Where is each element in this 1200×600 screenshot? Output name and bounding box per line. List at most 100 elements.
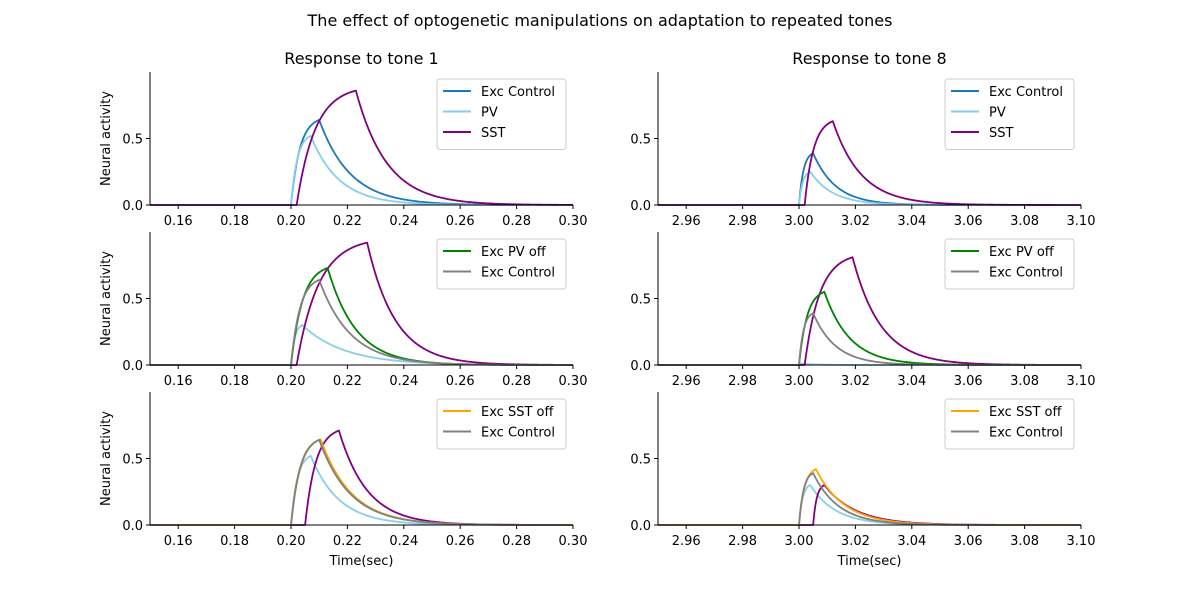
legend: Exc Control PV SST: [436, 78, 567, 150]
x-tick-label: 3.08: [1010, 374, 1039, 389]
legend-label: Exc PV off: [989, 245, 1055, 260]
x-tick-label: 0.28: [502, 214, 531, 229]
x-tick-label: 0.30: [559, 374, 588, 389]
legend: Exc PV off Exc Control: [436, 238, 567, 290]
y-tick-label: 0.0: [122, 519, 143, 534]
legend: Exc SST off Exc Control: [436, 398, 567, 450]
subplot-r1-c0: 0.16 0.18 0.20 0.22 0.24 0.26 0.28 0.30 0.0 0.5 Ne…: [99, 232, 587, 389]
x-tick-label: 3.00: [785, 214, 814, 229]
y-axis-label: Neural activity: [99, 91, 114, 186]
y-tick-label: 0.5: [122, 453, 143, 468]
series-line-exc-pv-off: [658, 290, 1081, 366]
x-tick-label: 0.26: [446, 374, 475, 389]
x-tick-label: 0.18: [220, 214, 249, 229]
y-tick-label: 0.0: [630, 519, 651, 534]
x-tick-label: 0.16: [164, 374, 193, 389]
legend-label: SST: [989, 126, 1014, 141]
subplot-r2-c0: 0.16 0.18 0.20 0.22 0.24 0.26 0.28 0.30 0.0 0.5 Ne…: [99, 392, 587, 569]
x-tick-label: 3.10: [1067, 534, 1096, 549]
legend-label: Exc Control: [481, 426, 555, 441]
x-tick-label: 2.96: [672, 214, 701, 229]
subplot-r2-c1: 2.96 2.98 3.00 3.02 3.04 3.06 3.08 3.10 0.0 0.5 Ti…: [630, 392, 1095, 569]
subplot-r0-c0: 0.16 0.18 0.20 0.22 0.24 0.26 0.28 0.30 0.0 0.5 Re…: [99, 49, 587, 229]
x-tick-label: 0.20: [277, 214, 306, 229]
y-tick-label: 0.0: [630, 199, 651, 214]
x-tick-label: 3.08: [1010, 214, 1039, 229]
x-tick-label: 3.02: [841, 374, 870, 389]
legend: Exc Control PV SST: [944, 78, 1075, 150]
legend-label: SST: [481, 126, 506, 141]
legend-label: Exc Control: [481, 85, 555, 100]
subplot-r0-c1: 2.96 2.98 3.00 3.02 3.04 3.06 3.08 3.10 0.0 0.5 Re…: [630, 49, 1095, 229]
x-tick-label: 0.20: [277, 534, 306, 549]
y-tick-label: 0.0: [122, 199, 143, 214]
x-tick-label: 0.18: [220, 534, 249, 549]
y-tick-label: 0.5: [630, 133, 651, 148]
x-tick-label: 0.22: [333, 214, 362, 229]
x-tick-label: 3.06: [954, 534, 983, 549]
x-tick-label: 3.10: [1067, 214, 1096, 229]
x-tick-label: 2.96: [672, 374, 701, 389]
y-tick-label: 0.0: [630, 359, 651, 374]
x-tick-label: 0.22: [333, 534, 362, 549]
legend-label: Exc SST off: [481, 405, 554, 420]
subplot-title: Response to tone 1: [284, 49, 438, 68]
x-tick-label: 0.24: [389, 374, 418, 389]
y-tick-label: 0.0: [122, 359, 143, 374]
legend: Exc SST off Exc Control: [944, 398, 1075, 450]
y-tick-label: 0.5: [122, 133, 143, 148]
x-tick-label: 0.30: [559, 534, 588, 549]
series-line-exc-sst-off: [658, 468, 1081, 526]
legend-label: Exc Control: [989, 426, 1063, 441]
x-tick-label: 2.98: [728, 534, 757, 549]
x-tick-label: 3.04: [897, 374, 926, 389]
x-tick-label: 3.00: [785, 534, 814, 549]
x-tick-label: 3.04: [897, 534, 926, 549]
x-tick-label: 0.26: [446, 214, 475, 229]
x-tick-label: 3.06: [954, 214, 983, 229]
x-tick-label: 0.28: [502, 534, 531, 549]
x-tick-label: 0.16: [164, 214, 193, 229]
x-tick-label: 0.30: [559, 214, 588, 229]
x-tick-label: 3.10: [1067, 374, 1096, 389]
x-tick-label: 0.18: [220, 374, 249, 389]
legend-label: PV: [989, 106, 1006, 121]
legend-label: Exc SST off: [989, 405, 1062, 420]
x-tick-label: 2.98: [728, 374, 757, 389]
x-tick-label: 0.26: [446, 534, 475, 549]
legend-label: PV: [481, 106, 498, 121]
x-tick-label: 0.24: [389, 534, 418, 549]
figure-title: The effect of optogenetic manipulations …: [307, 11, 893, 30]
x-tick-label: 0.22: [333, 374, 362, 389]
legend-label: Exc Control: [481, 266, 555, 281]
subplot-title: Response to tone 8: [792, 49, 946, 68]
x-tick-label: 3.08: [1010, 534, 1039, 549]
series-line-exc-control: [150, 278, 573, 366]
y-axis-label: Neural activity: [99, 411, 114, 506]
y-tick-label: 0.5: [630, 453, 651, 468]
subplot-r1-c1: 2.96 2.98 3.00 3.02 3.04 3.06 3.08 3.10 0.0 0.5 Ex…: [630, 232, 1095, 389]
y-tick-label: 0.5: [122, 293, 143, 308]
legend-label: Exc PV off: [481, 245, 547, 260]
x-tick-label: 3.02: [841, 534, 870, 549]
x-tick-label: 3.00: [785, 374, 814, 389]
legend-label: Exc Control: [989, 266, 1063, 281]
x-tick-label: 0.16: [164, 534, 193, 549]
x-axis-label: Time(sec): [329, 554, 394, 569]
x-tick-label: 2.98: [728, 214, 757, 229]
y-axis-label: Neural activity: [99, 251, 114, 346]
legend-label: Exc Control: [989, 85, 1063, 100]
y-tick-label: 0.5: [630, 293, 651, 308]
series-line-exc-control: [658, 152, 1081, 206]
series-line-pv: [150, 324, 573, 366]
x-tick-label: 3.06: [954, 374, 983, 389]
x-tick-label: 3.04: [897, 214, 926, 229]
series-line-exc-control: [658, 312, 1081, 366]
x-tick-label: 3.02: [841, 214, 870, 229]
series-line-pv: [150, 454, 573, 526]
x-tick-label: 0.20: [277, 374, 306, 389]
x-tick-label: 0.24: [389, 214, 418, 229]
subplot-grid: 0.16 0.18 0.20 0.22 0.24 0.26 0.28 0.30 0.0 0.5 Re…: [99, 49, 1095, 569]
x-tick-label: 0.28: [502, 374, 531, 389]
